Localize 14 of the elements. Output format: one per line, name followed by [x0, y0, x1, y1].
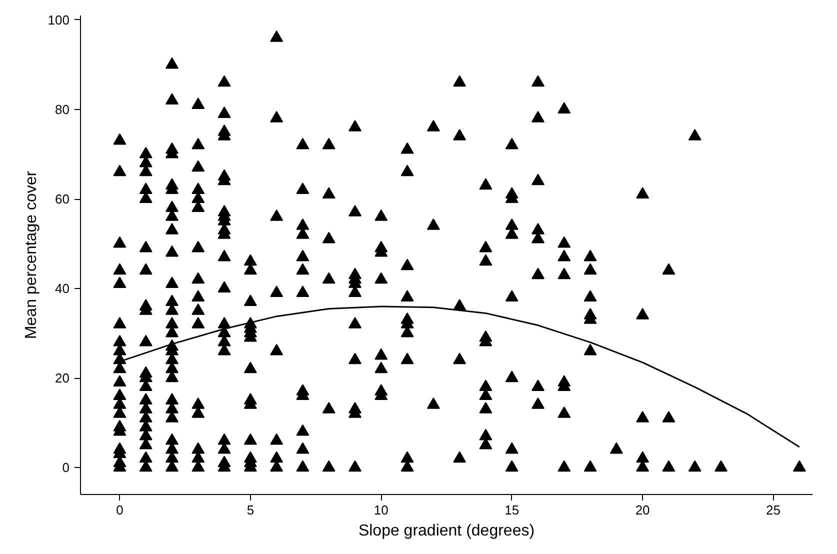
y-tick-label: 0	[62, 460, 70, 476]
y-axis-title: Mean percentage cover	[22, 170, 40, 340]
x-tick-label: 15	[504, 502, 520, 518]
y-tick-label: 80	[55, 102, 70, 118]
y-tick-label: 100	[48, 12, 70, 28]
x-tick-label: 0	[116, 502, 124, 518]
x-tick-label: 25	[766, 502, 781, 518]
x-tick-label: 10	[374, 502, 388, 518]
x-axis-title: Slope gradient (degrees)	[358, 522, 535, 540]
y-tick-label: 60	[55, 192, 70, 207]
x-tick-label: 20	[635, 502, 650, 518]
y-tick-label: 40	[55, 281, 70, 296]
y-tick-label: 20	[55, 370, 70, 386]
x-tick-label: 5	[246, 502, 254, 518]
